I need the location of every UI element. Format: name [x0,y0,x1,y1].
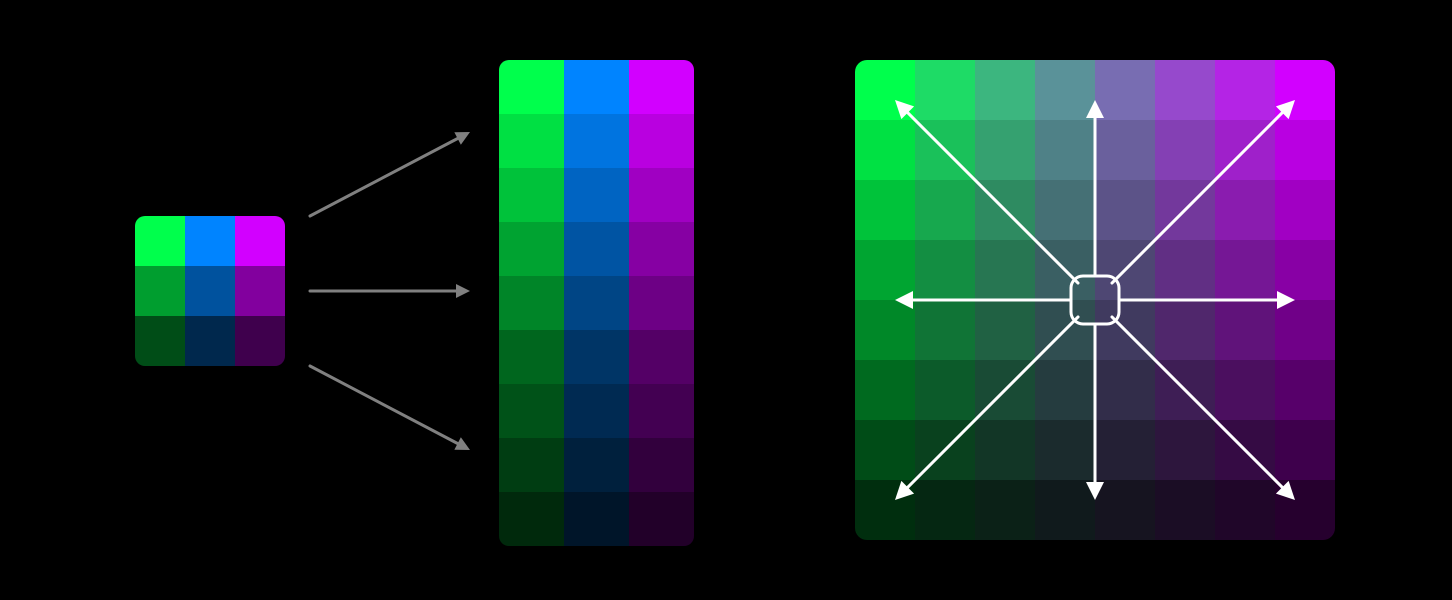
bilinear-swatch-grid-cell [1215,480,1275,540]
expanded-swatch-column-cell [629,114,694,168]
bilinear-swatch-grid-cell [1155,120,1215,180]
bilinear-swatch-grid-cell [1035,480,1095,540]
bilinear-swatch-grid-cell [1095,120,1155,180]
diagram-svg [0,0,1452,600]
expanded-swatch-column-cell [629,384,694,438]
expanded-swatch-column-cell [499,276,564,330]
bilinear-swatch-grid-cell [915,300,975,360]
bilinear-swatch-grid-cell [1095,360,1155,420]
bilinear-swatch-grid-cell [1275,300,1335,360]
bilinear-swatch-grid-cell [915,60,975,120]
bilinear-swatch-grid-cell [1155,300,1215,360]
expanded-swatch-column-cell [499,330,564,384]
bilinear-swatch-grid-cell [975,480,1035,540]
bilinear-swatch-grid-cell [855,420,915,480]
bilinear-swatch-grid-cell [855,180,915,240]
source-swatch-grid-cell [185,316,235,366]
expanded-swatch-column-cell [499,492,564,546]
bilinear-swatch-grid-cell [975,300,1035,360]
expanded-swatch-column-cell [564,384,629,438]
bilinear-swatch-grid-cell [855,240,915,300]
expanded-swatch-column-cell [564,276,629,330]
expanded-swatch-column-cell [629,438,694,492]
expanded-swatch-column-cell [564,330,629,384]
expanded-swatch-column-cell [564,222,629,276]
bilinear-swatch-grid-cell [1035,60,1095,120]
bilinear-swatch-grid-cell [1155,480,1215,540]
bilinear-swatch-grid-cell [1215,240,1275,300]
bilinear-swatch-grid-cell [915,480,975,540]
bilinear-swatch-grid-cell [855,300,915,360]
source-swatch-grid-cell [185,266,235,316]
expanded-swatch-column-cell [564,114,629,168]
bilinear-swatch-grid-cell [1275,180,1335,240]
bilinear-swatch-grid-cell [975,60,1035,120]
bilinear-swatch-grid-cell [1275,360,1335,420]
expanded-swatch-column-cell [629,276,694,330]
bilinear-swatch-grid-cell [1095,180,1155,240]
source-swatch-grid-cell [235,216,285,266]
expanded-swatch-column-cell [564,60,629,114]
expanded-swatch-column-cell [564,168,629,222]
bilinear-swatch-grid-cell [1215,300,1275,360]
bilinear-swatch-grid-cell [1035,420,1095,480]
expanded-swatch-column-cell [564,492,629,546]
bilinear-swatch-grid-cell [975,120,1035,180]
bilinear-swatch-grid-cell [1215,60,1275,120]
bilinear-swatch-grid-cell [1215,360,1275,420]
source-swatch-grid [135,216,285,366]
bilinear-swatch-grid-cell [1155,240,1215,300]
expanded-swatch-column-cell [629,492,694,546]
expanded-swatch-column-cell [629,60,694,114]
source-swatch-grid-cell [185,216,235,266]
source-swatch-grid-cell [235,316,285,366]
bilinear-swatch-grid-cell [1095,60,1155,120]
bilinear-swatch-grid-cell [1155,60,1215,120]
bilinear-swatch-grid-cell [915,240,975,300]
bilinear-swatch-grid-cell [1095,420,1155,480]
bilinear-swatch-grid-cell [855,120,915,180]
bilinear-swatch-grid-cell [1275,240,1335,300]
expanded-swatch-column [499,60,694,546]
expanded-swatch-column-cell [499,222,564,276]
expanded-swatch-column-cell [499,60,564,114]
source-swatch-grid-cell [135,316,185,366]
bilinear-swatch-grid-cell [855,360,915,420]
expanded-swatch-column-cell [564,438,629,492]
bilinear-swatch-grid-cell [1155,420,1215,480]
bilinear-swatch-grid-cell [1275,120,1335,180]
expanded-swatch-column-cell [499,384,564,438]
diagram-root [0,0,1452,600]
expanded-swatch-column-cell [499,114,564,168]
bilinear-swatch-grid-cell [1215,180,1275,240]
expanded-swatch-column-cell [499,168,564,222]
bilinear-swatch-grid-cell [915,360,975,420]
expanded-swatch-column-cell [499,438,564,492]
bilinear-swatch-grid-cell [1035,120,1095,180]
expanded-swatch-column-cell [629,168,694,222]
bilinear-swatch-grid-cell [1095,480,1155,540]
bilinear-swatch-grid-cell [1035,360,1095,420]
bilinear-swatch-grid-cell [975,240,1035,300]
bilinear-swatch-grid-cell [915,180,975,240]
bilinear-swatch-grid-cell [1035,180,1095,240]
expanded-swatch-column-cell [629,222,694,276]
bilinear-swatch-grid-cell [975,420,1035,480]
source-swatch-grid-cell [135,216,185,266]
expanded-swatch-column-cell [629,330,694,384]
source-swatch-grid-cell [135,266,185,316]
bilinear-swatch-grid-cell [1275,420,1335,480]
source-swatch-grid-cell [235,266,285,316]
